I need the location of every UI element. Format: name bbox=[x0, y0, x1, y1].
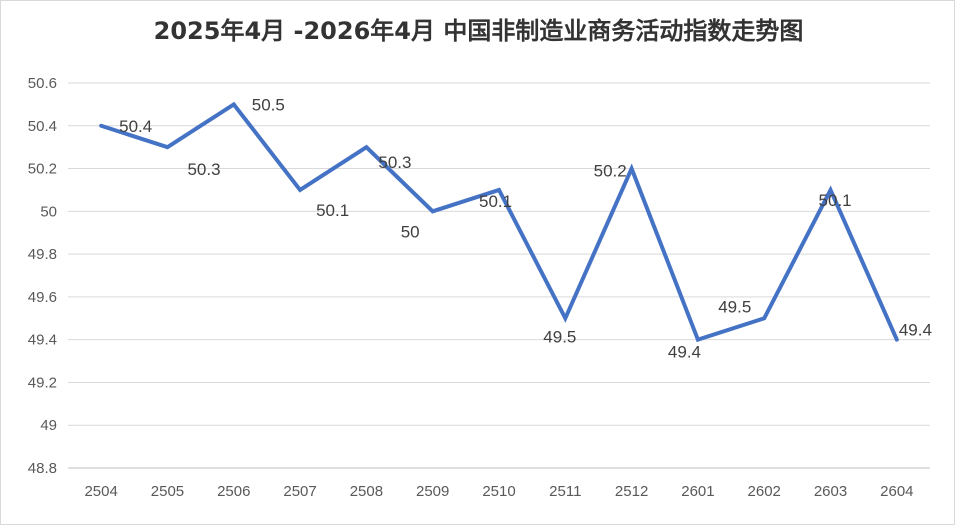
x-tick-label: 2511 bbox=[549, 483, 581, 500]
data-label: 49.4 bbox=[899, 321, 932, 340]
data-label: 50.1 bbox=[479, 192, 512, 211]
x-tick-label: 2603 bbox=[814, 483, 847, 500]
x-tick-label: 2507 bbox=[283, 483, 316, 500]
x-tick-label: 2604 bbox=[880, 483, 913, 500]
data-label: 49.5 bbox=[718, 297, 751, 316]
x-tick-label: 2601 bbox=[681, 483, 714, 500]
data-labels: 50.4 50.3 50.5 50.1 50.3 50 50.1 49.5 50.2 49.4 49… bbox=[119, 95, 932, 361]
gridlines bbox=[68, 82, 930, 469]
y-tick-label: 49.8 bbox=[28, 246, 57, 263]
x-tick-label: 2509 bbox=[416, 483, 449, 500]
x-tick-label: 2506 bbox=[217, 483, 250, 500]
y-tick-label: 49.2 bbox=[28, 374, 57, 391]
y-tick-label: 49 bbox=[40, 417, 57, 434]
y-tick-label: 48.8 bbox=[28, 460, 57, 477]
x-tick-label: 2510 bbox=[482, 483, 515, 500]
x-tick-label: 2508 bbox=[350, 483, 383, 500]
series-group bbox=[99, 101, 899, 343]
data-label: 50.5 bbox=[252, 95, 285, 114]
y-tick-label: 49.4 bbox=[28, 332, 57, 349]
data-label: 49.5 bbox=[543, 327, 576, 346]
x-tick-label: 2512 bbox=[615, 483, 648, 500]
x-axis-ticks: 2504 2505 2506 2507 2508 2509 2510 2511 2512 2601… bbox=[84, 483, 913, 500]
y-tick-label: 49.6 bbox=[28, 289, 57, 306]
x-tick-label: 2602 bbox=[748, 483, 781, 500]
y-axis-ticks: 48.8 49 49.2 49.4 49.6 49.8 50 50.2 50.4 50.6 bbox=[28, 75, 57, 477]
y-tick-label: 50.4 bbox=[28, 118, 57, 135]
y-tick-label: 50.6 bbox=[28, 75, 57, 92]
x-tick-label: 2505 bbox=[151, 483, 184, 500]
chart-title: 2025年4月 -2026年4月 中国非制造业商务活动指数走势图 bbox=[153, 17, 804, 45]
data-label: 50.3 bbox=[378, 153, 411, 172]
data-label: 50 bbox=[401, 222, 420, 241]
y-tick-label: 50.2 bbox=[28, 161, 57, 178]
x-tick-label: 2504 bbox=[84, 483, 117, 500]
data-label: 50.3 bbox=[187, 160, 220, 179]
data-label: 50.4 bbox=[119, 117, 152, 136]
data-label: 50.1 bbox=[316, 201, 349, 220]
y-tick-label: 50 bbox=[40, 203, 57, 220]
data-label: 49.4 bbox=[668, 343, 701, 362]
data-label: 50.2 bbox=[594, 162, 627, 181]
data-label: 50.1 bbox=[819, 191, 852, 210]
series-line bbox=[99, 101, 899, 343]
